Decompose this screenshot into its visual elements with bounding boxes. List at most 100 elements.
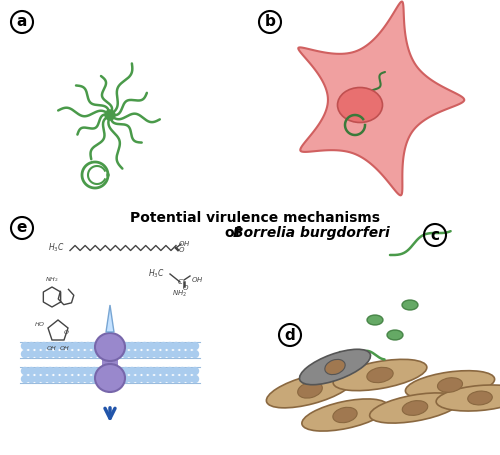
Circle shape bbox=[128, 343, 136, 349]
Circle shape bbox=[28, 350, 35, 358]
Circle shape bbox=[185, 350, 192, 358]
Circle shape bbox=[84, 368, 91, 374]
Text: $H_3C$: $H_3C$ bbox=[148, 268, 164, 280]
Text: $NH_2$: $NH_2$ bbox=[172, 289, 188, 299]
Circle shape bbox=[60, 375, 66, 383]
Circle shape bbox=[135, 375, 142, 383]
Text: b: b bbox=[264, 15, 276, 30]
Circle shape bbox=[192, 343, 198, 349]
Text: e: e bbox=[17, 221, 27, 236]
Circle shape bbox=[141, 368, 148, 374]
Circle shape bbox=[53, 350, 60, 358]
Circle shape bbox=[148, 368, 154, 374]
Circle shape bbox=[46, 343, 54, 349]
Circle shape bbox=[72, 375, 79, 383]
Text: $OH$: $OH$ bbox=[178, 239, 190, 248]
Circle shape bbox=[72, 350, 79, 358]
Circle shape bbox=[166, 375, 173, 383]
Circle shape bbox=[122, 375, 129, 383]
Circle shape bbox=[122, 368, 129, 374]
Circle shape bbox=[91, 368, 98, 374]
Circle shape bbox=[192, 350, 198, 358]
Circle shape bbox=[128, 375, 136, 383]
Circle shape bbox=[105, 110, 115, 120]
Ellipse shape bbox=[468, 391, 492, 405]
Polygon shape bbox=[298, 1, 464, 195]
Circle shape bbox=[34, 350, 41, 358]
Text: $C$: $C$ bbox=[176, 278, 184, 287]
Circle shape bbox=[122, 343, 129, 349]
Text: $HO$: $HO$ bbox=[34, 320, 45, 328]
Text: of: of bbox=[225, 226, 246, 240]
Text: Potential virulence mechanisms: Potential virulence mechanisms bbox=[130, 211, 380, 225]
Circle shape bbox=[53, 343, 60, 349]
Circle shape bbox=[34, 368, 41, 374]
Text: c: c bbox=[430, 228, 440, 243]
Circle shape bbox=[84, 375, 91, 383]
Ellipse shape bbox=[95, 364, 125, 392]
Circle shape bbox=[179, 343, 186, 349]
Ellipse shape bbox=[325, 359, 345, 374]
Circle shape bbox=[28, 343, 35, 349]
Circle shape bbox=[154, 375, 160, 383]
Circle shape bbox=[154, 350, 160, 358]
Text: $H_3C$: $H_3C$ bbox=[48, 242, 64, 254]
Circle shape bbox=[160, 350, 167, 358]
Circle shape bbox=[141, 350, 148, 358]
Circle shape bbox=[34, 375, 41, 383]
Circle shape bbox=[91, 375, 98, 383]
Circle shape bbox=[166, 343, 173, 349]
Circle shape bbox=[104, 368, 110, 374]
Circle shape bbox=[148, 375, 154, 383]
Circle shape bbox=[53, 375, 60, 383]
Circle shape bbox=[72, 343, 79, 349]
Circle shape bbox=[110, 375, 116, 383]
Circle shape bbox=[66, 350, 72, 358]
Ellipse shape bbox=[302, 399, 388, 431]
Circle shape bbox=[72, 368, 79, 374]
Circle shape bbox=[154, 343, 160, 349]
Circle shape bbox=[78, 343, 85, 349]
Circle shape bbox=[116, 350, 123, 358]
Ellipse shape bbox=[387, 330, 403, 340]
Circle shape bbox=[179, 368, 186, 374]
Text: $O$: $O$ bbox=[62, 328, 70, 336]
Circle shape bbox=[40, 375, 48, 383]
Circle shape bbox=[160, 375, 167, 383]
Circle shape bbox=[22, 375, 29, 383]
Circle shape bbox=[78, 350, 85, 358]
Circle shape bbox=[192, 375, 198, 383]
Text: $O$: $O$ bbox=[182, 283, 190, 293]
Circle shape bbox=[116, 368, 123, 374]
Circle shape bbox=[172, 368, 180, 374]
Text: $O$: $O$ bbox=[178, 246, 185, 254]
Circle shape bbox=[166, 350, 173, 358]
Circle shape bbox=[40, 368, 48, 374]
Circle shape bbox=[66, 343, 72, 349]
Circle shape bbox=[172, 350, 180, 358]
Circle shape bbox=[135, 343, 142, 349]
Circle shape bbox=[34, 343, 41, 349]
Circle shape bbox=[185, 375, 192, 383]
Text: $OH$: $OH$ bbox=[60, 344, 70, 352]
Bar bbox=[102, 358, 118, 373]
Circle shape bbox=[40, 350, 48, 358]
Circle shape bbox=[46, 368, 54, 374]
Circle shape bbox=[128, 368, 136, 374]
Text: $OH$: $OH$ bbox=[191, 275, 203, 284]
Ellipse shape bbox=[370, 393, 460, 423]
Ellipse shape bbox=[402, 400, 427, 415]
Circle shape bbox=[185, 343, 192, 349]
Text: $NH_2$: $NH_2$ bbox=[45, 275, 59, 284]
Circle shape bbox=[141, 343, 148, 349]
Circle shape bbox=[135, 350, 142, 358]
Circle shape bbox=[172, 375, 180, 383]
Circle shape bbox=[53, 368, 60, 374]
Circle shape bbox=[185, 368, 192, 374]
Ellipse shape bbox=[333, 407, 357, 423]
Circle shape bbox=[110, 368, 116, 374]
Circle shape bbox=[110, 343, 116, 349]
Ellipse shape bbox=[402, 300, 418, 310]
Circle shape bbox=[128, 350, 136, 358]
Circle shape bbox=[141, 375, 148, 383]
